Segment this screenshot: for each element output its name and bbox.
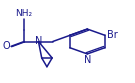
Text: N: N xyxy=(35,36,43,46)
Text: Br: Br xyxy=(107,30,118,40)
Text: O: O xyxy=(3,41,10,51)
Text: N: N xyxy=(84,55,91,65)
Text: NH₂: NH₂ xyxy=(16,9,33,18)
